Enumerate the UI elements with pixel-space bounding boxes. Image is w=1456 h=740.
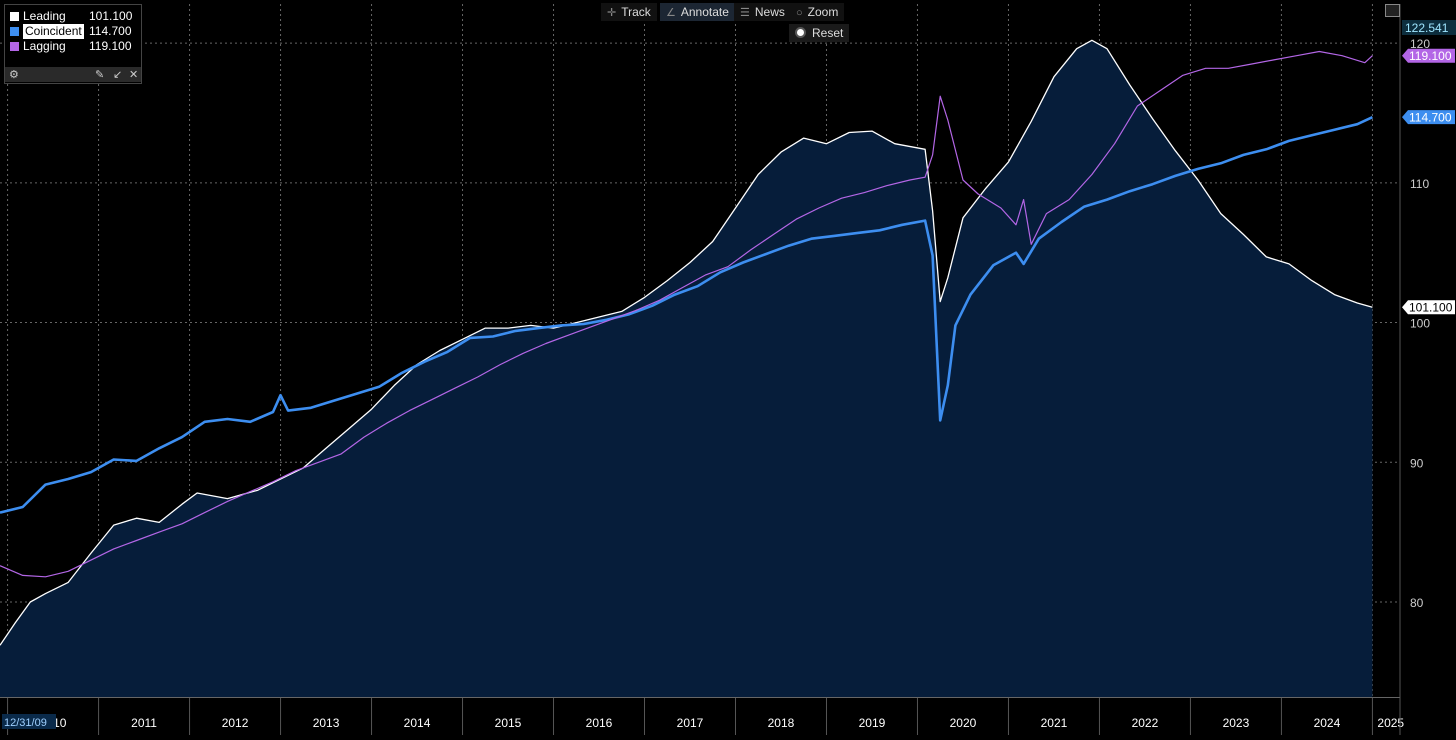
series-line-lagging bbox=[0, 50, 1373, 578]
tag-text: 119.100 bbox=[1409, 49, 1452, 63]
x-tick-label: 2015 bbox=[495, 716, 522, 730]
top-value-label: 122.541 bbox=[1405, 21, 1449, 35]
legend-label: Lagging bbox=[23, 39, 66, 53]
series-line-leading bbox=[0, 39, 1373, 646]
tag-text: 114.700 bbox=[1409, 111, 1452, 125]
legend-toolbar: ⚙ ✎ ↙ ✕ bbox=[5, 67, 141, 82]
x-tick-label: 2017 bbox=[677, 716, 704, 730]
legend: Leading 101.100 Coincident 114.700 Lagging… bbox=[4, 4, 142, 84]
start-date-tag bbox=[2, 714, 56, 729]
reset-button[interactable]: Reset bbox=[789, 24, 850, 42]
collapse-icon[interactable]: ↙ bbox=[113, 69, 123, 81]
crosshair-icon: ✛ bbox=[607, 7, 617, 19]
y-tick-label: 90 bbox=[1410, 456, 1424, 470]
legend-swatch bbox=[10, 27, 19, 36]
tag-text: 101.100 bbox=[1409, 301, 1453, 315]
legend-value: 114.700 bbox=[89, 24, 132, 38]
start-date-label: 12/31/09 bbox=[4, 717, 47, 729]
axis-layer: 8090100110120201020112012201320142015201… bbox=[0, 4, 1430, 735]
pencil-icon: ∠ bbox=[666, 7, 676, 19]
y-tick-label: 80 bbox=[1410, 596, 1424, 610]
line-layer bbox=[0, 39, 1373, 646]
x-tick-label: 2022 bbox=[1132, 716, 1159, 730]
x-tick-label: 2016 bbox=[586, 716, 613, 730]
x-tick-label: 2011 bbox=[131, 716, 157, 730]
legend-value: 119.100 bbox=[89, 39, 132, 53]
top-value-tag bbox=[1402, 20, 1456, 35]
legend-value: 101.100 bbox=[89, 9, 133, 23]
legend-swatch bbox=[10, 42, 19, 51]
x-tick-label: 2023 bbox=[1223, 716, 1250, 730]
last-value-tag-lagging: 119.100 bbox=[1402, 48, 1455, 63]
legend-swatch bbox=[10, 12, 19, 21]
legend-item-lagging[interactable]: Lagging 119.100 bbox=[5, 39, 141, 54]
x-tick-label: 2021 bbox=[1041, 716, 1068, 730]
legend-item-coincident[interactable]: Coincident 114.700 bbox=[5, 24, 141, 39]
gear-icon[interactable]: ⚙ bbox=[9, 69, 19, 81]
annotate-button[interactable]: ∠ Annotate bbox=[660, 3, 735, 21]
y-tick-label: 110 bbox=[1410, 177, 1429, 191]
track-button[interactable]: ✛ Track bbox=[601, 3, 657, 21]
x-tick-label: 2013 bbox=[313, 716, 340, 730]
last-value-tag-coincident: 114.700 bbox=[1402, 110, 1455, 125]
area-layer bbox=[0, 40, 1373, 698]
tag-shape bbox=[1402, 110, 1455, 125]
magnifier-icon: ○ bbox=[796, 7, 803, 19]
tag-shape bbox=[1402, 300, 1455, 315]
x-tick-label: 2014 bbox=[404, 716, 431, 730]
x-tick-label: 2020 bbox=[950, 716, 977, 730]
chart-settings-icon[interactable] bbox=[1385, 4, 1400, 17]
x-tick-label: 2025 bbox=[1377, 716, 1404, 730]
area-leading bbox=[0, 40, 1373, 698]
x-tick-label: 2012 bbox=[222, 716, 249, 730]
tag-shape bbox=[1402, 48, 1455, 63]
x-tick-label: 2019 bbox=[859, 716, 886, 730]
pin-icon[interactable]: ✎ bbox=[95, 69, 105, 81]
legend-item-leading[interactable]: Leading 101.100 bbox=[5, 9, 141, 24]
x-tick-label: 2018 bbox=[768, 716, 795, 730]
y-tick-label: 120 bbox=[1410, 37, 1430, 51]
close-icon[interactable]: ✕ bbox=[129, 69, 139, 81]
zoom-button[interactable]: ○ Zoom bbox=[790, 3, 845, 21]
series-line-coincident bbox=[0, 116, 1373, 514]
last-value-tag-leading: 101.100 bbox=[1402, 300, 1455, 315]
reset-icon bbox=[795, 27, 806, 38]
news-icon: ☰ bbox=[740, 7, 750, 19]
legend-label: Leading bbox=[23, 9, 66, 23]
news-button[interactable]: ☰ News bbox=[734, 3, 791, 21]
y-tick-label: 100 bbox=[1410, 317, 1430, 331]
x-tick-label: 2024 bbox=[1314, 716, 1341, 730]
legend-label: Coincident bbox=[23, 24, 84, 39]
